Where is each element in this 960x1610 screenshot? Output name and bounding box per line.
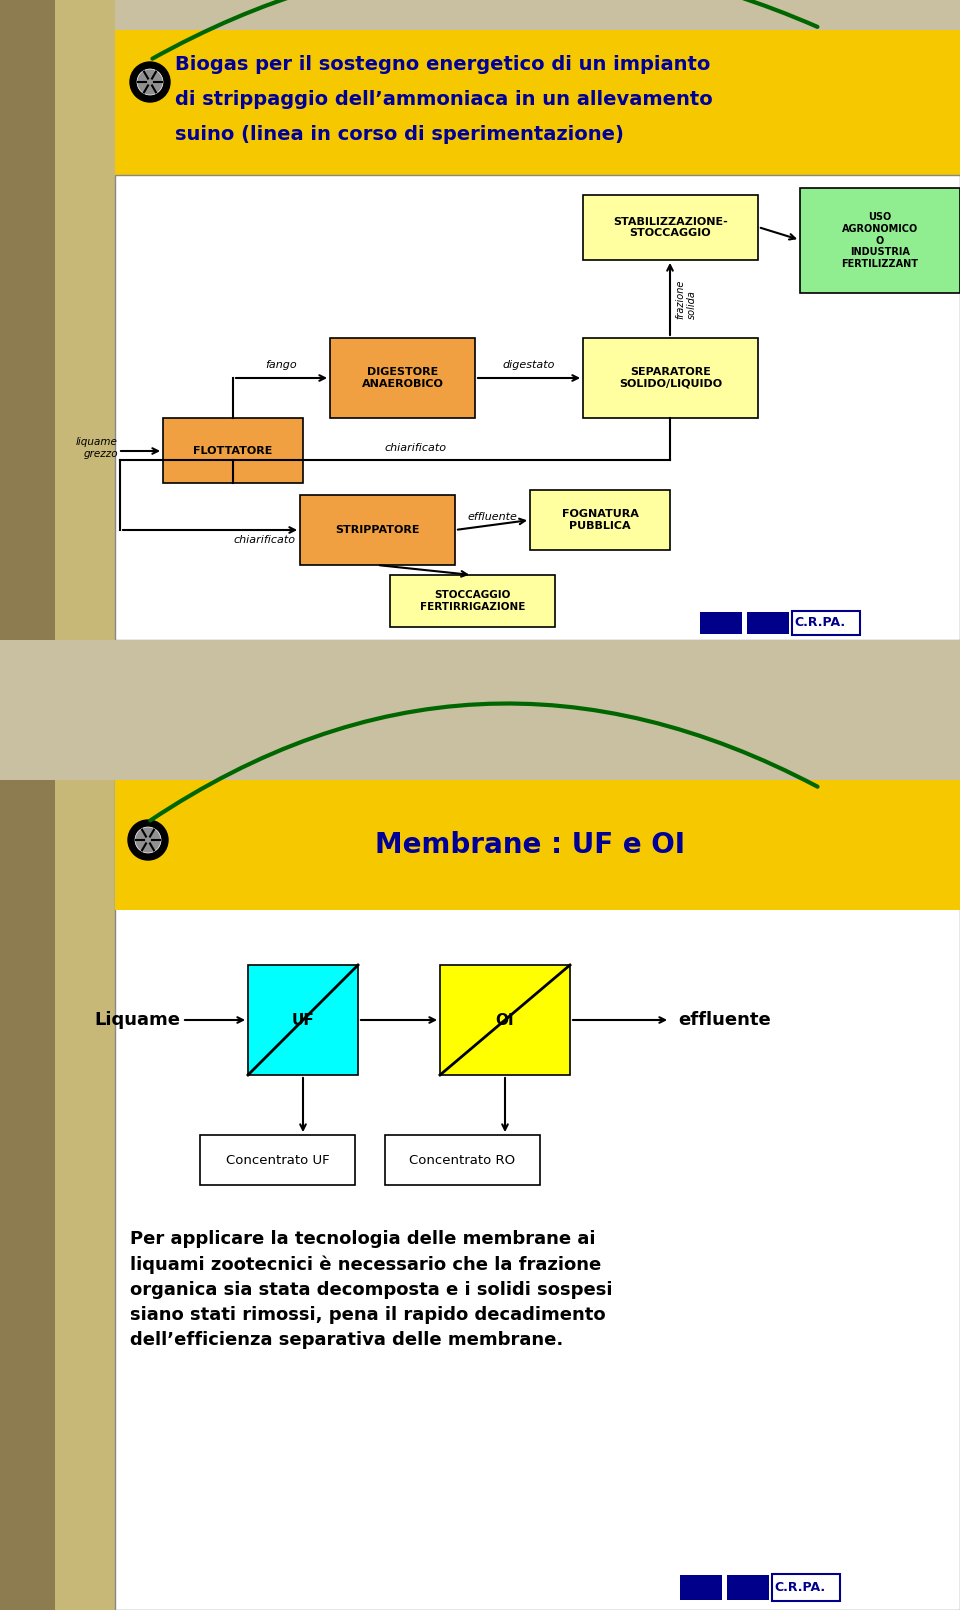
Bar (200, 1135, 355, 1185)
Bar (248, 964, 358, 1075)
Text: STOCCAGGIO
FERTIRRIGAZIONE: STOCCAGGIO FERTIRRIGAZIONE (420, 591, 525, 612)
Circle shape (130, 63, 170, 101)
Text: suino (linea in corso di sperimentazione): suino (linea in corso di sperimentazione… (175, 126, 624, 143)
Bar (0, 0, 115, 641)
Bar (115, 779, 960, 910)
Bar (0, 779, 115, 1610)
Text: STABILIZZAZIONE-
STOCCAGGIO: STABILIZZAZIONE- STOCCAGGIO (613, 217, 728, 238)
Text: C.R.PA.: C.R.PA. (794, 617, 845, 630)
Circle shape (128, 819, 168, 860)
Text: C.R.PA.: C.R.PA. (774, 1581, 826, 1594)
Text: FOGNATURA
PUBBLICA: FOGNATURA PUBBLICA (562, 509, 638, 531)
Bar (300, 494, 455, 565)
Bar (0, 0, 55, 641)
Bar (115, 779, 960, 1610)
Bar (163, 419, 303, 483)
Text: digestato: digestato (503, 361, 555, 370)
Text: Per applicare la tecnologia delle membrane ai
liquami zootecnici è necessario ch: Per applicare la tecnologia delle membra… (130, 1230, 612, 1349)
Text: UF: UF (292, 1013, 314, 1027)
Bar (700, 612, 742, 634)
Bar (680, 1575, 722, 1600)
Bar (440, 964, 570, 1075)
Text: Concentrato UF: Concentrato UF (226, 1153, 329, 1167)
Text: chiarificato: chiarificato (233, 535, 295, 546)
Text: effluente: effluente (678, 1011, 771, 1029)
Text: di strippaggio dell’ammoniaca in un allevamento: di strippaggio dell’ammoniaca in un alle… (175, 90, 712, 109)
Text: STRIPPATORE: STRIPPATORE (335, 525, 420, 535)
Bar (727, 1575, 769, 1600)
Circle shape (135, 828, 161, 853)
Text: DIGESTORE
ANAEROBICO: DIGESTORE ANAEROBICO (362, 367, 444, 388)
Text: FLOTTATORE: FLOTTATORE (193, 446, 273, 456)
Bar (385, 1135, 540, 1185)
Text: fango: fango (265, 361, 297, 370)
Text: Concentrato RO: Concentrato RO (409, 1153, 516, 1167)
Text: frazione
solida: frazione solida (675, 279, 697, 319)
Bar (115, 31, 960, 175)
Bar (583, 195, 758, 259)
Text: Biogas per il sostegno energetico di un impianto: Biogas per il sostegno energetico di un … (175, 55, 710, 74)
Bar (330, 338, 475, 419)
Text: Liquame: Liquame (94, 1011, 180, 1029)
Bar (792, 612, 860, 634)
Bar (390, 575, 555, 626)
Text: liquame
grezzo: liquame grezzo (76, 438, 118, 459)
Bar (530, 489, 670, 551)
Text: chiarificato: chiarificato (384, 443, 446, 452)
Bar (0, 779, 55, 1610)
Bar (747, 612, 789, 634)
Bar (772, 1575, 840, 1600)
Bar (583, 338, 758, 419)
Text: effluente: effluente (468, 512, 516, 522)
Text: OI: OI (495, 1013, 515, 1027)
Bar (800, 188, 960, 293)
Circle shape (137, 69, 163, 95)
Text: Membrane : UF e OI: Membrane : UF e OI (375, 831, 685, 860)
Text: USO
AGRONOMICO
O
INDUSTRIA
FERTILIZZANT: USO AGRONOMICO O INDUSTRIA FERTILIZZANT (842, 213, 919, 269)
Text: SEPARATORE
SOLIDO/LIQUIDO: SEPARATORE SOLIDO/LIQUIDO (619, 367, 722, 388)
Bar (115, 175, 960, 641)
